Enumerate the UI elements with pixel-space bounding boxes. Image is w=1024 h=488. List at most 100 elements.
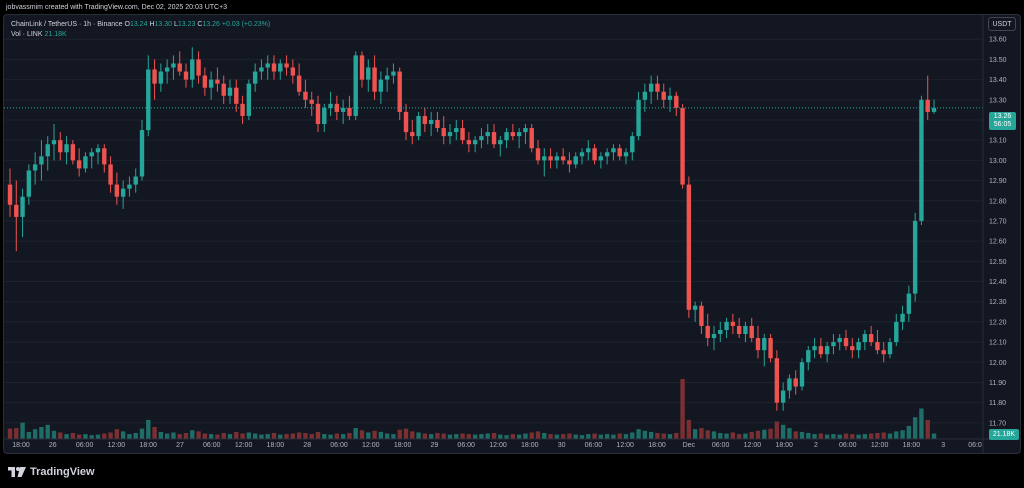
volume-bar bbox=[573, 434, 578, 439]
candle-body bbox=[454, 128, 459, 133]
volume-bar bbox=[850, 434, 855, 439]
candle-body bbox=[586, 148, 591, 153]
volume-bar bbox=[183, 433, 189, 439]
candle-body bbox=[460, 128, 465, 141]
candle-body bbox=[560, 156, 566, 161]
candle-body bbox=[573, 156, 578, 165]
volume-bar bbox=[812, 434, 817, 439]
volume-bar bbox=[617, 433, 622, 439]
time-tick-label: 18:00 bbox=[267, 442, 285, 449]
volume-bar bbox=[177, 434, 182, 439]
candle-body bbox=[705, 325, 710, 339]
volume-bar bbox=[347, 433, 352, 439]
volume-bar bbox=[372, 430, 377, 439]
currency-button[interactable]: USDT bbox=[988, 17, 1016, 31]
volume-bar bbox=[762, 429, 767, 439]
volume-bar bbox=[271, 433, 277, 439]
volume-bar bbox=[108, 432, 113, 439]
volume-bar bbox=[190, 430, 195, 439]
candle-body bbox=[26, 170, 32, 197]
time-tick-label: 12:00 bbox=[871, 442, 889, 449]
candle-body bbox=[642, 91, 648, 100]
volume-bar bbox=[523, 433, 528, 439]
candle-body bbox=[265, 63, 270, 68]
volume-bar bbox=[743, 433, 748, 439]
tradingview-watermark[interactable]: TradingView bbox=[8, 464, 95, 480]
candle-body bbox=[598, 156, 604, 161]
volume-bar bbox=[862, 434, 868, 439]
volume-bar bbox=[196, 431, 201, 439]
time-tick-label: 06:00 bbox=[712, 442, 730, 449]
volume-bar bbox=[416, 432, 421, 439]
candle-body bbox=[806, 350, 811, 363]
candle-body bbox=[164, 67, 170, 72]
time-tick-label: 12:00 bbox=[235, 442, 253, 449]
price-tick-label: 12.10 bbox=[989, 340, 1007, 347]
volume-bar bbox=[837, 434, 842, 439]
candle-body bbox=[787, 378, 792, 391]
candle-body bbox=[83, 156, 88, 169]
volume-bar bbox=[931, 433, 937, 439]
candle-body bbox=[359, 55, 365, 80]
candle-body bbox=[290, 67, 296, 76]
volume-bar bbox=[139, 428, 145, 439]
candle-body bbox=[7, 184, 13, 205]
volume-bar bbox=[428, 434, 434, 439]
candle-body bbox=[516, 132, 522, 137]
volume-bar bbox=[912, 417, 918, 439]
legend-symbol[interactable]: ChainLink / TetherUS · 1h · Binance bbox=[11, 21, 123, 28]
candle-body bbox=[780, 390, 786, 403]
candle-body bbox=[227, 87, 233, 96]
volume-bar bbox=[20, 422, 25, 439]
time-tick-label: 26 bbox=[49, 442, 57, 449]
candle-body bbox=[64, 144, 69, 153]
volume-bar bbox=[315, 431, 321, 439]
candle-body bbox=[120, 188, 126, 197]
chart-frame[interactable]: 13.6013.5013.4013.3013.2013.1013.0012.90… bbox=[3, 14, 1021, 454]
volume-bar bbox=[787, 428, 792, 439]
time-tick-label: 06:00 bbox=[839, 442, 857, 449]
volume-bar bbox=[894, 431, 899, 439]
volume-bar bbox=[252, 433, 258, 439]
volume-bar bbox=[554, 434, 560, 439]
candle-body bbox=[45, 144, 50, 157]
candle-body bbox=[58, 140, 63, 153]
volume-bar bbox=[454, 434, 459, 439]
time-tick-label: 12:00 bbox=[489, 442, 507, 449]
volume-bar bbox=[309, 434, 314, 439]
price-tick-label: 12.20 bbox=[989, 319, 1007, 326]
legend-close-label: C bbox=[197, 21, 203, 28]
legend-line-price: ChainLink / TetherUS · 1h · Binance O13.… bbox=[11, 20, 270, 30]
volume-bar bbox=[353, 428, 358, 439]
candle-body bbox=[818, 346, 824, 355]
candle-body bbox=[831, 342, 836, 347]
volume-bar bbox=[466, 434, 472, 439]
volume-bar bbox=[403, 428, 409, 439]
candle-body bbox=[190, 59, 195, 80]
candle-body bbox=[466, 140, 472, 145]
volume-bar bbox=[875, 433, 880, 439]
candle-body bbox=[296, 75, 302, 92]
time-tick-label: 18:00 bbox=[775, 442, 793, 449]
volume-bar bbox=[900, 430, 905, 439]
candle-body bbox=[196, 59, 201, 76]
volume-bar bbox=[686, 419, 692, 439]
candle-body bbox=[711, 334, 717, 339]
candle-body bbox=[422, 115, 428, 125]
candle-body bbox=[328, 103, 333, 108]
time-tick-label: 18:00 bbox=[12, 442, 30, 449]
price-chart[interactable]: 13.6013.5013.4013.3013.2013.1013.0012.90… bbox=[4, 15, 1020, 453]
candle-body bbox=[542, 156, 547, 161]
volume-bar bbox=[202, 433, 208, 439]
footer-brand: TradingView bbox=[30, 466, 95, 478]
candle-body bbox=[862, 334, 868, 343]
time-tick-label: 18:00 bbox=[903, 442, 921, 449]
candle-body bbox=[749, 325, 754, 339]
legend-volume-label[interactable]: Vol · LINK bbox=[11, 31, 43, 38]
symbol-legend: ChainLink / TetherUS · 1h · Binance O13.… bbox=[11, 20, 270, 40]
candle-body bbox=[39, 156, 44, 165]
candle-body bbox=[259, 67, 264, 72]
volume-bar bbox=[146, 419, 151, 439]
candle-body bbox=[133, 176, 138, 185]
legend-line-volume: Vol · LINK 21.18K bbox=[11, 30, 270, 40]
